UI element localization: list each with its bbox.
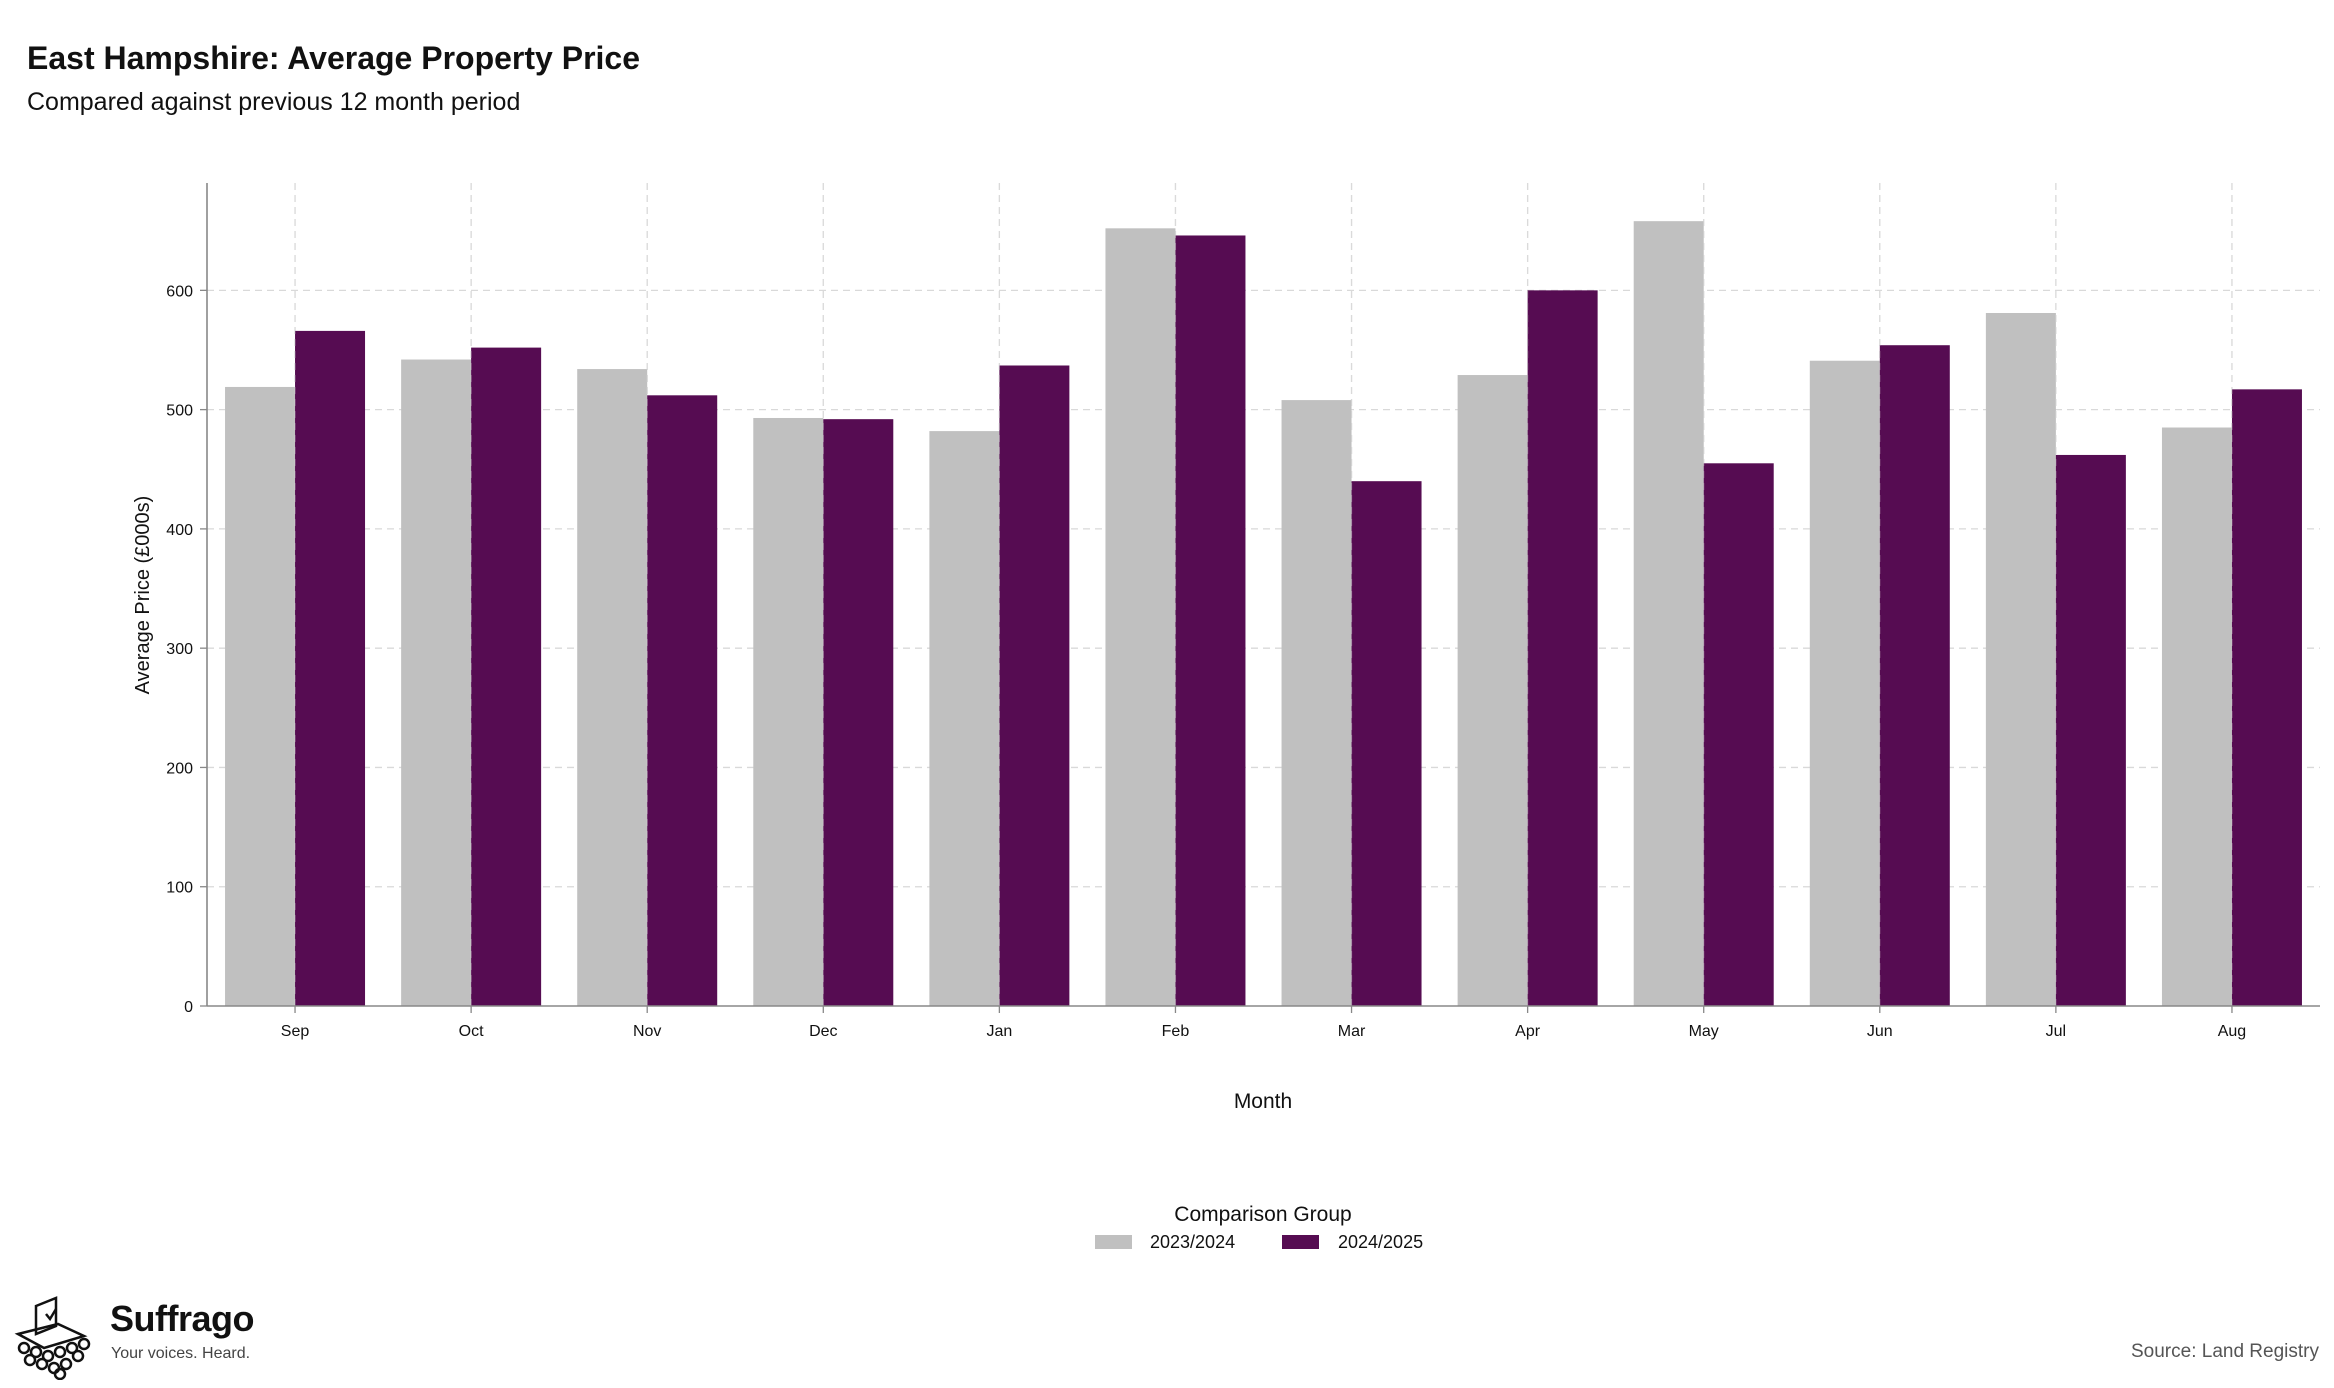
bar-jan-2023-2024 (929, 431, 1000, 1006)
x-tick-label: Dec (809, 1023, 837, 1040)
bar-aug-2023-2024 (2161, 427, 2232, 1006)
bar-mar-2023-2024 (1281, 400, 1352, 1006)
bar-chart: 0 100 200 300 400 500 600 Sep Oct Nov Dec Jan Feb Mar… (132, 183, 2320, 1252)
tick-labels: 0 100 200 300 400 500 600 Sep Oct Nov Dec Jan Feb Mar… (166, 283, 2246, 1040)
source-note: Source: Land Registry (2131, 1341, 2319, 1362)
bar-feb-2024-2025 (1175, 235, 1246, 1007)
y-tick-label: 500 (166, 403, 193, 420)
y-tick-label: 400 (166, 522, 193, 539)
bar-apr-2023-2024 (1457, 375, 1528, 1006)
y-tick-label: 300 (166, 641, 193, 658)
bar-sep-2023-2024 (225, 386, 296, 1006)
legend-title: Comparison Group (1174, 1203, 1351, 1226)
legend-swatch-2023-2024 (1095, 1235, 1132, 1249)
bar-nov-2024-2025 (647, 395, 718, 1006)
legend-label-2023-2024: 2023/2024 (1150, 1232, 1235, 1252)
legend-label-2024-2025: 2024/2025 (1338, 1232, 1423, 1252)
bar-dec-2024-2025 (823, 419, 894, 1006)
y-tick-label: 0 (184, 999, 193, 1016)
suffrago-logo-icon (14, 1296, 91, 1380)
brand-tagline: Your voices. Heard. (111, 1345, 251, 1362)
bar-mar-2024-2025 (1351, 481, 1422, 1006)
bar-may-2023-2024 (1633, 221, 1704, 1007)
bar-jul-2023-2024 (1985, 313, 2056, 1006)
bar-nov-2023-2024 (577, 369, 648, 1006)
y-tick-label: 100 (166, 880, 193, 897)
chart-title: East Hampshire: Average Property Price (27, 40, 640, 76)
x-tick-label: Jan (986, 1023, 1012, 1040)
bar-sep-2024-2025 (295, 330, 366, 1006)
bar-jan-2024-2025 (999, 365, 1070, 1006)
bar-apr-2024-2025 (1527, 290, 1598, 1006)
bar-jun-2023-2024 (1809, 360, 1880, 1006)
bar-oct-2024-2025 (471, 347, 542, 1007)
bar-aug-2024-2025 (2231, 389, 2302, 1006)
x-tick-label: Jun (1867, 1023, 1893, 1040)
x-tick-label: Feb (1162, 1023, 1190, 1040)
legend-swatch-2024-2025 (1282, 1235, 1319, 1249)
y-tick-label: 200 (166, 760, 193, 777)
y-tick-label: 600 (166, 283, 193, 300)
x-tick-label: Jul (2046, 1023, 2066, 1040)
y-axis-label: Average Price (£000s) (132, 496, 154, 695)
x-axis-label: Month (1234, 1090, 1292, 1113)
chart-subtitle: Compared against previous 12 month perio… (27, 88, 521, 116)
bar-dec-2023-2024 (753, 417, 824, 1006)
x-tick-label: Aug (2218, 1023, 2246, 1040)
bar-oct-2023-2024 (401, 359, 472, 1006)
bars (225, 221, 2302, 1007)
x-tick-label: Apr (1515, 1023, 1541, 1040)
brand-name: Suffrago (110, 1298, 255, 1339)
bar-jun-2024-2025 (1879, 345, 1950, 1006)
legend: Comparison Group 2023/2024 2024/2025 (1095, 1203, 1423, 1252)
x-tick-label: May (1689, 1023, 1719, 1040)
x-tick-label: Sep (281, 1023, 310, 1040)
bar-may-2024-2025 (1703, 463, 1774, 1006)
bar-jul-2024-2025 (2055, 454, 2126, 1006)
x-tick-label: Mar (1338, 1023, 1366, 1040)
x-tick-label: Oct (459, 1023, 484, 1040)
axes (200, 183, 2320, 1013)
bar-feb-2023-2024 (1105, 228, 1176, 1006)
x-tick-label: Nov (633, 1023, 661, 1040)
